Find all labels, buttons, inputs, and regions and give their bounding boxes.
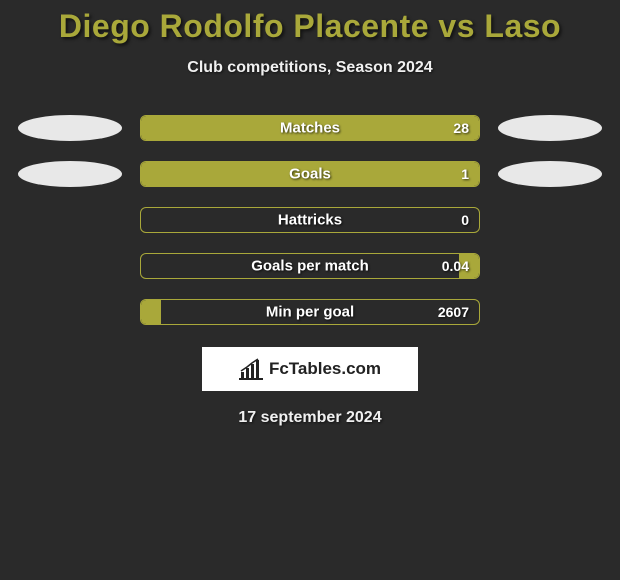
right-player-marker bbox=[498, 299, 602, 325]
stat-value-right: 0.04 bbox=[442, 258, 469, 274]
stats-rows: Matches 28 Goals 1 Hattricks 0 Goals per match… bbox=[0, 115, 620, 325]
left-player-marker bbox=[18, 161, 122, 187]
stat-bar: Hattricks 0 bbox=[140, 207, 480, 233]
left-player-marker bbox=[18, 299, 122, 325]
right-player-marker bbox=[498, 115, 602, 141]
stat-value-right: 28 bbox=[453, 120, 469, 136]
date-label: 17 september 2024 bbox=[0, 409, 620, 427]
chart-icon bbox=[239, 358, 263, 380]
right-player-marker bbox=[498, 253, 602, 279]
comparison-widget: Diego Rodolfo Placente vs Laso Club comp… bbox=[0, 0, 620, 427]
subtitle: Club competitions, Season 2024 bbox=[0, 59, 620, 77]
bar-fill bbox=[141, 300, 161, 324]
stat-label: Matches bbox=[280, 120, 340, 137]
right-player-marker bbox=[498, 207, 602, 233]
stat-bar: Min per goal 2607 bbox=[140, 299, 480, 325]
stat-bar: Matches 28 bbox=[140, 115, 480, 141]
stat-row: Min per goal 2607 bbox=[0, 299, 620, 325]
stat-bar: Goals per match 0.04 bbox=[140, 253, 480, 279]
right-player-marker bbox=[498, 161, 602, 187]
left-player-marker bbox=[18, 253, 122, 279]
stat-value-right: 0 bbox=[461, 212, 469, 228]
stat-label: Goals per match bbox=[251, 258, 369, 275]
stat-label: Hattricks bbox=[278, 212, 342, 229]
stat-label: Min per goal bbox=[266, 304, 354, 321]
stat-value-right: 1 bbox=[461, 166, 469, 182]
left-player-marker bbox=[18, 115, 122, 141]
stat-row: Hattricks 0 bbox=[0, 207, 620, 233]
page-title: Diego Rodolfo Placente vs Laso bbox=[0, 8, 620, 45]
stat-value-right: 2607 bbox=[438, 304, 469, 320]
stat-bar: Goals 1 bbox=[140, 161, 480, 187]
stat-row: Goals 1 bbox=[0, 161, 620, 187]
brand-box[interactable]: FcTables.com bbox=[202, 347, 418, 391]
stat-label: Goals bbox=[289, 166, 331, 183]
left-player-marker bbox=[18, 207, 122, 233]
stat-row: Goals per match 0.04 bbox=[0, 253, 620, 279]
brand-label: FcTables.com bbox=[269, 359, 381, 379]
stat-row: Matches 28 bbox=[0, 115, 620, 141]
